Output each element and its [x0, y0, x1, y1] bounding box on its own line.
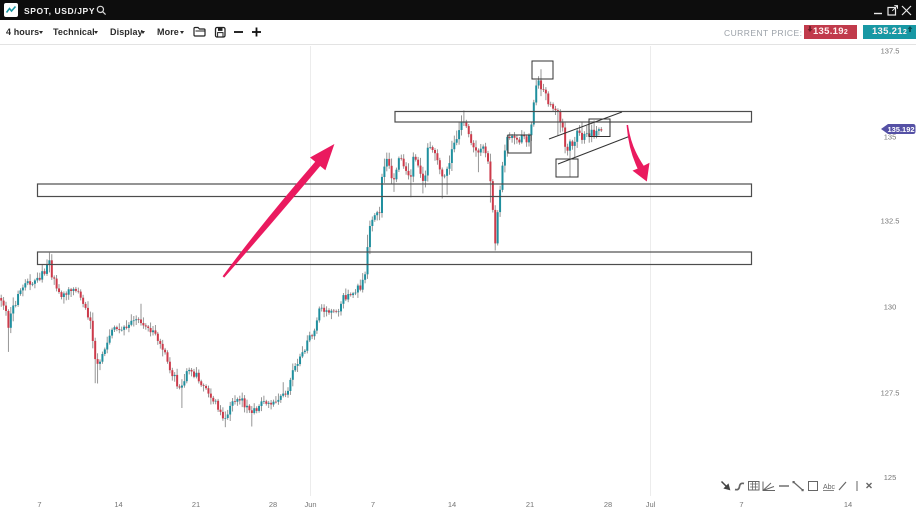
svg-text:Jul: Jul: [646, 500, 656, 509]
svg-text:137.5: 137.5: [881, 47, 900, 56]
svg-text:14: 14: [448, 500, 456, 509]
svg-text:14: 14: [114, 500, 122, 509]
svg-text:Jun: Jun: [304, 500, 316, 509]
svg-text:21: 21: [192, 500, 200, 509]
svg-text:28: 28: [604, 500, 612, 509]
svg-text:135: 135: [884, 133, 897, 142]
svg-text:7: 7: [371, 500, 375, 509]
svg-text:28: 28: [269, 500, 277, 509]
svg-text:125: 125: [884, 473, 897, 482]
svg-text:14: 14: [844, 500, 852, 509]
svg-text:21: 21: [526, 500, 534, 509]
svg-text:7: 7: [739, 500, 743, 509]
svg-text:Abc: Abc: [823, 484, 836, 491]
svg-text:7: 7: [37, 500, 41, 509]
svg-text:132.5: 132.5: [881, 217, 900, 226]
svg-text:130: 130: [884, 303, 897, 312]
svg-text:135.192: 135.192: [887, 125, 914, 134]
svg-text:127.5: 127.5: [881, 389, 900, 398]
